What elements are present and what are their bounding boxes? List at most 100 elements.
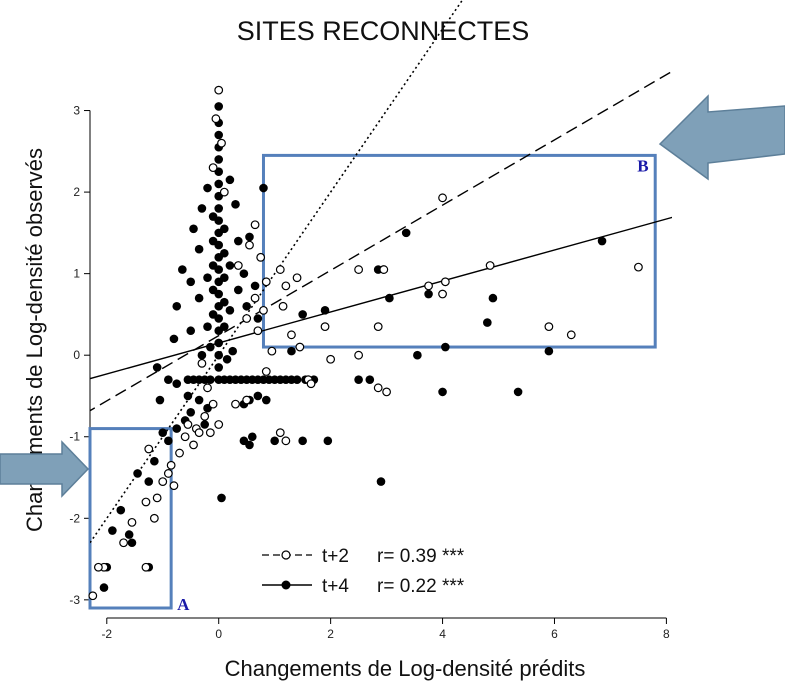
data-point-t4 [217,493,226,503]
data-point-t4 [253,391,263,401]
data-point-t2 [292,273,302,283]
data-point-t2 [205,428,215,438]
data-point-t4 [323,436,333,446]
data-point-t4 [155,395,165,405]
data-point-t4 [220,322,229,331]
data-point-t2 [127,517,137,527]
data-point-t4 [186,277,196,287]
x-tick-label: 2 [327,627,334,641]
data-point-t2 [88,591,98,601]
data-point-t2 [217,138,226,148]
data-point-t2 [261,277,271,287]
data-point-t4 [225,306,235,315]
reference-line-1to1 [90,0,464,545]
data-point-t2 [438,289,447,299]
data-point-t2 [197,358,207,368]
data-point-t2 [275,428,285,438]
data-point-t4 [172,379,182,389]
data-point-t4 [220,273,229,283]
y-tick-label: 0 [73,348,80,362]
data-point-t4 [214,130,224,140]
data-point-t4 [124,530,134,539]
data-point-t4 [208,261,218,270]
data-point-t4 [298,310,307,319]
data-point-t4 [488,293,498,303]
data-point-t4 [203,322,212,331]
data-point-t2 [93,562,103,572]
data-point-t4 [127,538,137,548]
data-point-t4 [354,375,363,384]
fit-line-t2 [90,70,672,412]
data-point-t2 [250,220,260,230]
data-point-t4 [214,338,224,348]
data-point-t2 [203,383,212,393]
data-point-t4 [194,395,204,405]
data-point-t2 [169,481,179,491]
data-point-t2 [231,399,240,409]
data-point-t4 [144,477,154,486]
y-tick-label: 1 [73,267,80,281]
data-point-t4 [208,212,218,221]
data-point-t4 [220,248,229,258]
data-point-t4 [208,285,218,295]
data-point-t2 [373,322,383,332]
data-point-t2 [214,420,224,429]
data-point-t4 [597,236,607,246]
data-point-t4 [222,354,232,364]
highlight-box-a [88,427,173,610]
data-point-t4 [239,269,249,278]
data-point-t4 [245,232,254,242]
data-point-t4 [259,183,268,193]
data-point-t2 [275,265,285,274]
highlight-box-label-b: B [637,156,648,175]
data-point-t4 [320,306,330,315]
data-point-t4 [203,183,212,193]
data-point-t2 [233,261,243,270]
legend-stat-t4: r= 0.22 *** [377,576,465,597]
data-point-t2 [326,354,336,364]
data-point-t2 [485,261,495,270]
data-point-t4 [438,387,447,397]
data-point-t4 [152,363,162,372]
data-point-t4 [245,440,254,450]
data-point-t4 [292,375,302,384]
data-point-t2 [278,301,288,311]
legend: t+2 r= 0.39 *** t+4 r= 0.22 *** [262,546,465,597]
data-point-t2 [382,387,391,397]
data-point-t4 [206,375,215,384]
data-point-t2 [295,342,305,352]
data-point-t4 [183,391,193,401]
data-point-t2 [253,326,263,336]
data-point-t4 [206,342,215,352]
data-point-t4 [200,420,210,429]
data-point-t2 [373,383,383,393]
data-point-t2 [242,395,252,405]
x-tick-label: 0 [215,627,222,641]
data-point-t4 [441,342,450,352]
data-point-t4 [186,407,196,417]
data-point-t2 [320,322,330,332]
data-point-t4 [194,244,204,254]
data-point-t4 [99,583,109,592]
data-point-t2 [194,428,204,438]
data-point-t4 [385,293,394,303]
data-point-t2 [158,477,168,486]
data-point-t4 [376,477,386,486]
data-point-t4 [214,155,224,164]
data-point-t4 [214,204,224,213]
data-point-t4 [220,297,229,307]
data-point-t2 [354,265,364,274]
data-point-t4 [197,204,207,213]
data-point-t4 [189,224,198,234]
data-point-t2 [438,193,447,203]
highlight-box-label-a: A [177,595,190,614]
data-point-t4 [401,228,411,238]
data-point-t4 [150,456,159,466]
data-point-t4 [228,346,238,356]
data-point-t2 [544,322,554,332]
data-point-t2 [440,277,450,287]
legend-marker-t2 [281,550,291,560]
data-point-t2 [261,367,271,376]
data-point-t4 [365,375,375,384]
data-point-t2 [175,448,184,458]
